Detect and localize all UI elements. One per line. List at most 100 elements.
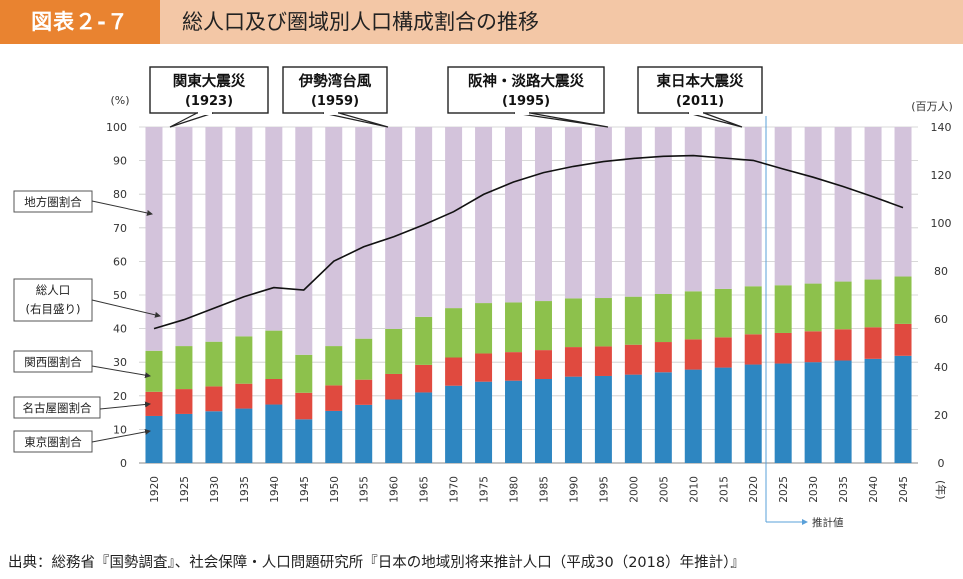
bar-segment-nagoya	[385, 373, 403, 400]
bar-segment-kansai	[295, 354, 313, 393]
bar-segment-kansai	[534, 301, 552, 351]
bar-segment-tokyo	[894, 355, 912, 463]
x-tick-label: 1950	[329, 476, 341, 503]
bar-segment-nagoya	[624, 344, 642, 375]
bar-segment-kansai	[894, 276, 912, 324]
bar-segment-kansai	[385, 328, 403, 374]
bar-segment-chiho	[415, 127, 433, 317]
bar-segment-nagoya	[864, 327, 882, 359]
bar-segment-tokyo	[145, 415, 163, 463]
projection-label: 推計値	[812, 516, 844, 529]
x-axis-unit: (年)	[934, 480, 948, 500]
figure-title: 総人口及び圏域別人口構成割合の推移	[182, 10, 539, 34]
bar-segment-kansai	[594, 298, 612, 347]
bar-segment-tokyo	[744, 364, 762, 463]
event-callout-pointer	[687, 112, 743, 128]
bar-segment-kansai	[145, 350, 163, 392]
bar-segment-nagoya	[475, 353, 493, 382]
x-tick-label: 1925	[179, 476, 191, 503]
x-tick-label: 1945	[299, 476, 311, 503]
bar-segment-kansai	[445, 308, 463, 358]
legend-kansai-box	[13, 350, 93, 373]
figure-header: 図表２‐７ 総人口及び圏域別人口構成割合の推移	[0, 0, 963, 44]
bar-segment-tokyo	[175, 413, 193, 463]
legend-total-population-label: 総人口	[36, 283, 71, 297]
bar-segment-chiho	[864, 127, 882, 280]
event-year: (2011)	[676, 94, 724, 109]
bar-segment-chiho	[654, 127, 672, 294]
bar-segment-tokyo	[235, 408, 253, 463]
event-label: 関東大震災	[173, 72, 246, 90]
bar-segment-chiho	[774, 127, 792, 286]
bar-segment-tokyo	[624, 374, 642, 463]
bar-segment-chiho	[445, 127, 463, 309]
bar-segment-nagoya	[415, 364, 433, 393]
legend-total-population-leader	[91, 299, 161, 318]
x-tick-label: 2040	[868, 476, 880, 503]
bar-segment-nagoya	[205, 386, 223, 412]
bar-segment-nagoya	[804, 331, 822, 363]
bar-segment-nagoya	[265, 379, 283, 405]
bar-segment-tokyo	[804, 362, 822, 463]
right-axis-unit: (百万人)	[911, 100, 953, 113]
bar-segment-kansai	[624, 296, 642, 345]
left-tick-label: 100	[106, 121, 127, 134]
callout-mask	[198, 111, 212, 115]
left-tick-label: 40	[113, 323, 127, 336]
right-tick-label: 0	[938, 457, 945, 470]
bar-segment-tokyo	[594, 375, 612, 463]
left-tick-label: 60	[113, 255, 127, 268]
bar-segment-nagoya	[714, 337, 732, 368]
bar-segment-tokyo	[205, 411, 223, 463]
legend-chiho-label: 地方圏割合	[24, 195, 82, 209]
right-tick-label: 20	[934, 409, 948, 422]
x-tick-label: 2020	[748, 476, 760, 503]
bar-segment-chiho	[894, 127, 912, 277]
legend-tokyo-label: 東京圏割合	[24, 435, 82, 449]
left-tick-label: 90	[113, 155, 127, 168]
bar-segment-chiho	[325, 127, 343, 347]
callout-mask	[324, 111, 338, 115]
bar-segment-tokyo	[385, 399, 403, 463]
event-label: 東日本大震災	[657, 72, 744, 90]
bar-segment-kansai	[325, 346, 343, 386]
bar-segment-kansai	[505, 302, 523, 353]
x-tick-label: 1985	[538, 476, 550, 503]
bar-segment-chiho	[295, 127, 313, 355]
legend-total-population-label: (右目盛り)	[26, 302, 81, 316]
x-tick-label: 1955	[359, 476, 371, 503]
x-tick-label: 1965	[419, 476, 431, 503]
bar-segment-chiho	[564, 127, 582, 299]
bar-segment-tokyo	[834, 360, 852, 463]
bar-segment-kansai	[235, 336, 253, 384]
x-tick-label: 2015	[718, 476, 730, 503]
right-tick-label: 40	[934, 361, 948, 374]
legend-nagoya-label: 名古屋圏割合	[23, 401, 92, 415]
right-tick-label: 120	[931, 169, 952, 182]
legend-total-population-box	[13, 278, 93, 322]
bar-segment-nagoya	[235, 383, 253, 409]
right-tick-label: 140	[931, 121, 952, 134]
bar-segment-kansai	[864, 279, 882, 328]
bar-segment-nagoya	[894, 323, 912, 356]
bar-segment-tokyo	[564, 376, 582, 463]
bar-segment-chiho	[534, 127, 552, 302]
legend-nagoya-box	[13, 396, 101, 419]
left-tick-label: 70	[113, 222, 127, 235]
x-tick-label: 2035	[838, 476, 850, 503]
bar-segment-chiho	[804, 127, 822, 284]
population-chart: 0102030405060708090100020406080100120140…	[13, 66, 953, 529]
bar-segment-kansai	[684, 291, 702, 340]
event-callout-box	[637, 66, 763, 114]
bar-segment-chiho	[834, 127, 852, 282]
event-year: (1995)	[502, 94, 550, 109]
bar-segment-tokyo	[654, 372, 672, 463]
right-tick-label: 80	[934, 265, 948, 278]
legend-nagoya-leader	[99, 401, 151, 410]
left-tick-label: 10	[113, 423, 127, 436]
bar-segment-kansai	[774, 285, 792, 333]
x-tick-label: 2025	[778, 476, 790, 503]
bar-segment-tokyo	[325, 410, 343, 463]
bar-segment-tokyo	[265, 404, 283, 463]
bar-segment-tokyo	[415, 392, 433, 463]
